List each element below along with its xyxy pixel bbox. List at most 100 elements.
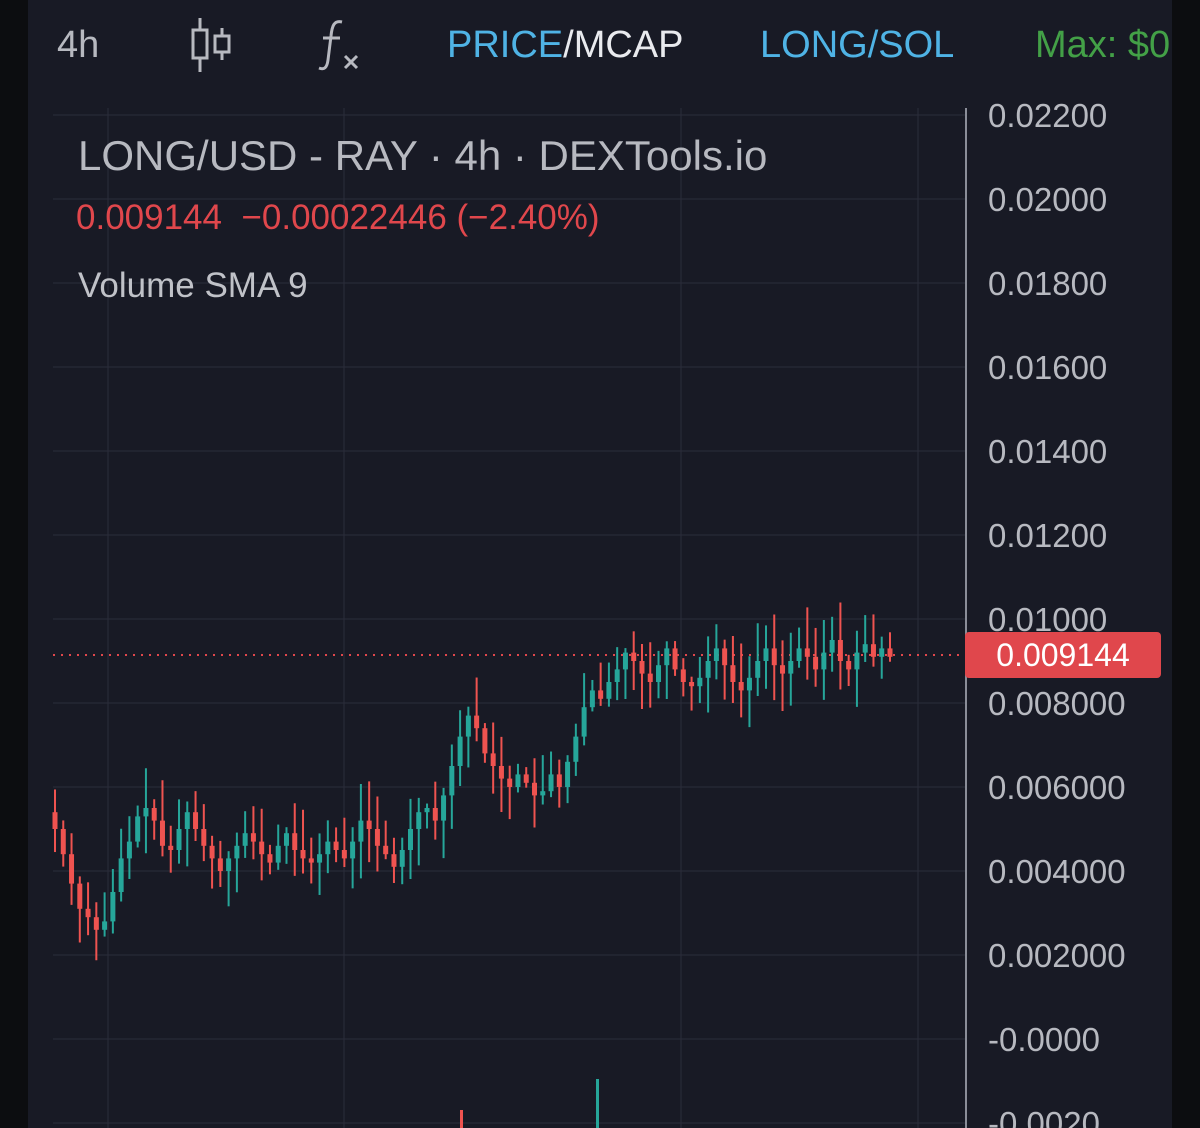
candle-body bbox=[350, 841, 356, 859]
candle-body bbox=[250, 833, 256, 842]
candle-body bbox=[317, 854, 323, 863]
candle-body bbox=[639, 661, 645, 674]
candle-body bbox=[391, 854, 397, 867]
candle-body bbox=[697, 677, 703, 687]
candle-body bbox=[854, 652, 860, 670]
candle-body bbox=[746, 677, 752, 691]
candle-body bbox=[879, 648, 885, 657]
candle-body bbox=[680, 669, 686, 682]
candle-body bbox=[358, 820, 364, 842]
candle-body bbox=[441, 795, 447, 821]
candle-body bbox=[474, 715, 480, 729]
candle-body bbox=[581, 707, 587, 737]
candlestick-icon[interactable] bbox=[188, 14, 236, 76]
candle-body bbox=[573, 736, 579, 762]
candle-body bbox=[383, 845, 389, 855]
candle-body bbox=[846, 661, 852, 670]
candle-body bbox=[292, 833, 298, 850]
price-tick-label: 0.02200 bbox=[988, 97, 1107, 134]
function-icon[interactable] bbox=[316, 16, 366, 74]
candles bbox=[52, 602, 893, 961]
chart-panel: 4h PRICE/MCAP LONG/SOL Max: $0 0.02200 0. bbox=[28, 0, 1172, 1128]
interval-button[interactable]: 4h bbox=[57, 24, 100, 66]
candle-body bbox=[234, 845, 240, 859]
chart-toolbar: 4h PRICE/MCAP LONG/SOL Max: $0 bbox=[28, 0, 1172, 92]
candle-body bbox=[209, 845, 215, 859]
candle-body bbox=[201, 829, 207, 846]
candle-body bbox=[837, 640, 843, 661]
price-tick-label: 0.004000 bbox=[988, 853, 1126, 890]
volume-indicator-label[interactable]: Volume SMA 9 bbox=[78, 266, 308, 305]
pair-selector[interactable]: LONG/SOL bbox=[760, 24, 955, 66]
candle-body bbox=[399, 850, 405, 867]
candle-body bbox=[689, 682, 695, 687]
candle-body bbox=[69, 854, 75, 884]
candle-body bbox=[366, 820, 372, 829]
candle-body bbox=[796, 648, 802, 661]
candle-body bbox=[672, 648, 678, 670]
candle-body bbox=[598, 690, 604, 699]
grid-lines bbox=[53, 108, 966, 1128]
candle-body bbox=[416, 812, 422, 829]
candle-body bbox=[143, 808, 149, 817]
price-axis[interactable]: 0.02200 0.02000 0.01800 0.01600 0.01400 0.012… bbox=[988, 97, 1126, 1128]
candle-body bbox=[870, 644, 876, 657]
last-price-value: 0.009144 bbox=[76, 198, 222, 237]
candle-body bbox=[821, 652, 827, 670]
candle-body bbox=[589, 690, 595, 708]
candle-body bbox=[217, 858, 223, 871]
candle-body bbox=[515, 774, 521, 787]
candle-body bbox=[465, 715, 471, 737]
candle-body bbox=[449, 766, 455, 796]
candle-body bbox=[135, 816, 141, 842]
price-mcap-toggle[interactable]: PRICE/MCAP bbox=[447, 22, 684, 68]
candle-body bbox=[507, 778, 513, 787]
price-tick-label: 0.01200 bbox=[988, 517, 1107, 554]
candle-body bbox=[656, 665, 662, 682]
candle-body bbox=[176, 829, 182, 850]
price-tick-label: 0.002000 bbox=[988, 937, 1126, 974]
candle-body bbox=[565, 761, 571, 787]
chart-title: LONG/USD - RAY · 4h · DEXTools.io bbox=[78, 132, 768, 179]
candle-body bbox=[490, 753, 496, 766]
left-gutter bbox=[0, 0, 28, 1128]
candle-body bbox=[259, 841, 265, 855]
candle-body bbox=[159, 820, 165, 846]
candle-body bbox=[730, 665, 736, 682]
right-gutter bbox=[1172, 0, 1200, 1128]
price-tick-label: 0.01400 bbox=[988, 433, 1107, 470]
volume-bars bbox=[460, 1079, 599, 1128]
candle-body bbox=[300, 850, 306, 859]
candle-body bbox=[102, 921, 108, 930]
candle-body bbox=[110, 892, 116, 922]
candle-body bbox=[126, 841, 132, 859]
candle-body bbox=[77, 883, 83, 909]
change-percent: (−2.40%) bbox=[456, 198, 600, 237]
candle-body bbox=[829, 640, 835, 653]
price-tick-label: 0.02000 bbox=[988, 181, 1107, 218]
candle-body bbox=[813, 656, 819, 670]
price-tick-label: 0.006000 bbox=[988, 769, 1126, 806]
candle-body bbox=[168, 845, 174, 850]
price-tick-label: 0.01600 bbox=[988, 349, 1107, 386]
candle-body bbox=[193, 812, 199, 829]
candle-body bbox=[325, 841, 331, 855]
candle-body bbox=[804, 648, 810, 657]
price-chart[interactable]: 0.02200 0.02000 0.01800 0.01600 0.01400 0.012… bbox=[28, 0, 1172, 1128]
candle-body bbox=[118, 858, 124, 892]
candle-body bbox=[523, 774, 529, 783]
candle-body bbox=[267, 854, 273, 863]
candle-body bbox=[407, 829, 413, 850]
candle-body bbox=[606, 682, 612, 699]
candle-body bbox=[755, 661, 761, 678]
candle-body bbox=[664, 648, 670, 666]
candle-body bbox=[647, 673, 653, 682]
max-value: Max: $0 bbox=[1035, 24, 1171, 66]
candle-body bbox=[780, 665, 786, 674]
candle-body bbox=[85, 908, 91, 918]
candle-body bbox=[763, 648, 769, 661]
candle-body bbox=[631, 652, 637, 661]
price-change-row: 0.009144 −0.00022446 (−2.40%) bbox=[76, 198, 600, 238]
price-label[interactable]: PRICE bbox=[447, 24, 564, 66]
mcap-label[interactable]: MCAP bbox=[573, 24, 684, 66]
